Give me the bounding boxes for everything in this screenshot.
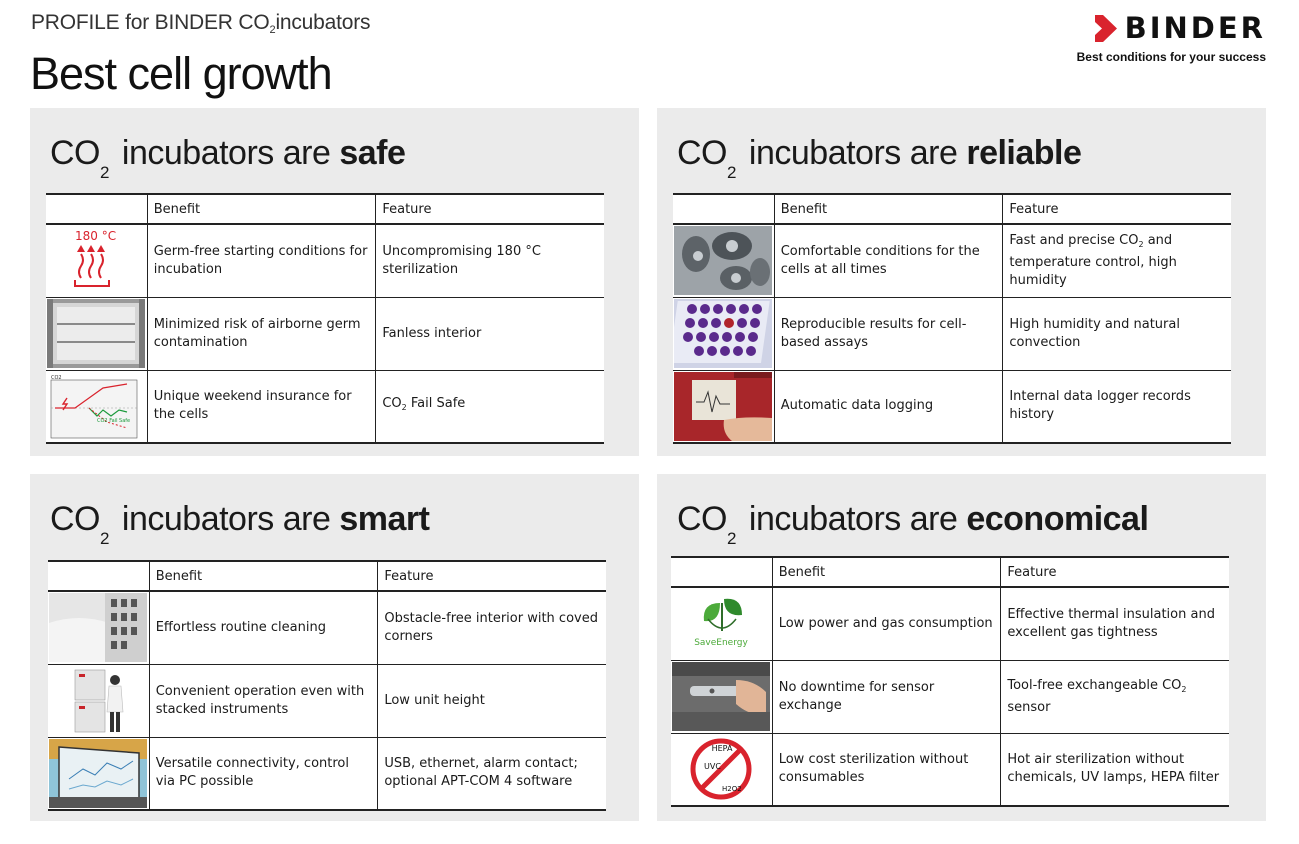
column-header-benefit: Benefit (771, 556, 1001, 588)
benefit-cell: Convenient operation even with stacked i… (148, 664, 378, 738)
table-row: Automatic data logging Internal data log… (673, 370, 1231, 444)
table-row: Effortless routine cleaning Obstacle-fre… (48, 591, 606, 665)
panel-title: CO2 incubators are reliable (677, 134, 1082, 182)
table-row: Comfortable conditions for the cells at … (673, 224, 1231, 298)
table-header-row: Benefit Feature (673, 193, 1231, 225)
table-row: SaveEnergy Low power and gas consumption… (671, 587, 1229, 661)
heat-sterilization-icon: 180 °C (47, 226, 145, 296)
document-title: Best cell growth (30, 48, 333, 99)
svg-text:H2O2: H2O2 (722, 785, 742, 793)
benefit-cell: Comfortable conditions for the cells at … (773, 224, 1003, 298)
document-subtitle: PROFILE for BINDER CO2incubators (31, 11, 371, 36)
panel-economical: CO2 incubators are economical Benefit Fe… (657, 474, 1266, 821)
feature-cell: Tool-free exchangeable CO2 sensor (1000, 660, 1229, 734)
feature-cell: Uncompromising 180 °C sterilization (375, 224, 604, 298)
benefit-cell: Automatic data logging (773, 370, 1003, 444)
svg-text:HEPA: HEPA (712, 744, 733, 753)
save-energy-icon: SaveEnergy (672, 589, 770, 659)
benefit-cell: Low cost sterilization without consumabl… (771, 733, 1001, 807)
cells-micrograph-photo (674, 226, 772, 296)
table-row: Minimized risk of airborne germ contamin… (46, 297, 604, 371)
table-row: HEPA UVC H2O2 Low cost sterilization wit… (671, 733, 1229, 807)
binder-logo-mark-icon (1094, 14, 1117, 42)
table-header-row: Benefit Feature (48, 560, 606, 592)
data-logging-photo (674, 371, 772, 441)
column-header-feature: Feature (1002, 193, 1231, 225)
table-header-row: Benefit Feature (46, 193, 604, 225)
column-header-benefit: Benefit (146, 193, 376, 225)
benefit-table: Benefit Feature Comf (673, 193, 1231, 444)
feature-cell: High humidity and natural convection (1002, 297, 1231, 371)
feature-cell: USB, ethernet, alarm contact; optional A… (377, 737, 606, 811)
table-row: No downtime for sensor exchange Tool-fre… (671, 660, 1229, 734)
table-row: CO2 CO2 Fail Safe Unique weekend insuran… (46, 370, 604, 444)
panel-safe: CO2 incubators are safe Benefit Feature … (30, 108, 639, 456)
panel-title: CO2 incubators are economical (677, 500, 1149, 548)
column-header-feature: Feature (377, 560, 606, 592)
svg-text:CO2: CO2 (51, 375, 62, 381)
panel-title: CO2 incubators are safe (50, 134, 406, 182)
feature-cell: Fanless interior (375, 297, 604, 371)
feature-cell: Internal data logger records history (1002, 370, 1231, 444)
no-consumables-icon: HEPA UVC H2O2 (672, 734, 770, 804)
column-header-benefit: Benefit (773, 193, 1003, 225)
benefit-cell: No downtime for sensor exchange (771, 660, 1001, 734)
panel-reliable: CO2 incubators are reliable Benefit Feat… (657, 108, 1266, 456)
table-row: Versatile connectivity, control via PC p… (48, 737, 606, 811)
panel-smart: CO2 incubators are smart Benefit Feature (30, 474, 639, 821)
feature-cell: Obstacle-free interior with coved corner… (377, 591, 606, 665)
shelf-rack-photo (49, 593, 147, 663)
benefit-cell: Germ-free starting conditions for incuba… (146, 224, 376, 298)
stacked-incubators-photo (49, 666, 147, 735)
column-header-feature: Feature (1000, 556, 1229, 588)
svg-text:UVC: UVC (704, 762, 721, 771)
feature-cell: Fast and precise CO2 and temperature con… (1002, 224, 1231, 298)
table-row: Convenient operation even with stacked i… (48, 664, 606, 738)
panel-title: CO2 incubators are smart (50, 500, 430, 548)
table-row: 180 °C Ger (46, 224, 604, 298)
well-plate-photo (674, 299, 772, 368)
svg-text:SaveEnergy: SaveEnergy (694, 638, 748, 648)
svg-text:CO2 Fail Safe: CO2 Fail Safe (97, 418, 130, 424)
column-header-feature: Feature (375, 193, 604, 225)
feature-cell: Low unit height (377, 664, 606, 738)
feature-cell: Hot air sterilization without chemicals,… (1000, 733, 1229, 807)
laptop-software-photo (49, 738, 147, 808)
benefit-cell: Versatile connectivity, control via PC p… (148, 737, 378, 811)
sensor-exchange-photo (672, 662, 770, 731)
benefit-cell: Effortless routine cleaning (148, 591, 378, 665)
table-header-row: Benefit Feature (671, 556, 1229, 588)
co2-fail-safe-chart-icon: CO2 CO2 Fail Safe (47, 371, 145, 441)
benefit-cell: Minimized risk of airborne germ contamin… (146, 297, 376, 371)
benefit-table: Benefit Feature 180 °C (46, 193, 604, 444)
chamber-interior-photo (47, 299, 145, 368)
benefit-cell: Reproducible results for cell-based assa… (773, 297, 1003, 371)
feature-cell: Effective thermal insulation and excelle… (1000, 587, 1229, 661)
benefit-table: Benefit Feature SaveEnergy Low power and… (671, 556, 1229, 807)
benefit-cell: Low power and gas consumption (771, 587, 1001, 661)
svg-text:180 °C: 180 °C (75, 229, 116, 243)
table-row: Reproducible results for cell-based assa… (673, 297, 1231, 371)
brand-tagline: Best conditions for your success (1076, 50, 1266, 64)
benefit-table: Benefit Feature (48, 560, 606, 811)
feature-cell: CO2 Fail Safe (375, 370, 604, 444)
binder-logo: BINDER Best conditions for your success (1056, 13, 1266, 64)
benefit-cell: Unique weekend insurance for the cells (146, 370, 376, 444)
brand-name: BINDER (1124, 11, 1266, 45)
column-header-benefit: Benefit (148, 560, 378, 592)
